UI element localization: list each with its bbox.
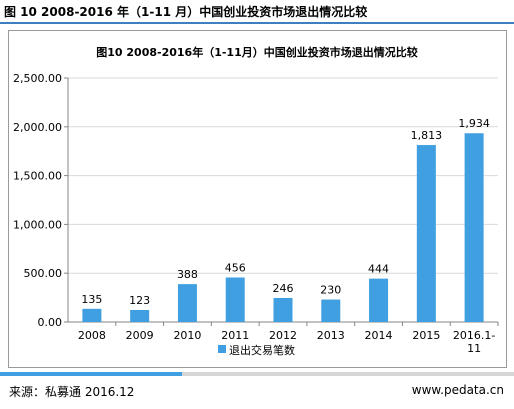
bar <box>130 309 150 322</box>
bar <box>416 145 436 322</box>
data-label: 444 <box>368 263 389 276</box>
website-link[interactable]: www.pedata.cn <box>411 383 504 397</box>
data-label: 456 <box>225 261 246 274</box>
bar <box>321 299 341 322</box>
x-tick-label: 2012 <box>269 329 297 342</box>
header-rule <box>0 22 514 24</box>
legend-swatch <box>218 345 226 353</box>
x-tick-label: 2016.1-11 <box>453 329 495 355</box>
x-tick-label: 2013 <box>317 329 345 342</box>
x-tick-label: 2010 <box>173 329 201 342</box>
x-tick-label: 2014 <box>365 329 393 342</box>
bar <box>464 133 484 322</box>
bar <box>177 284 197 322</box>
y-tick-label: 500.00 <box>24 267 63 280</box>
data-label: 246 <box>273 282 294 295</box>
data-label: 123 <box>129 294 150 307</box>
data-label: 230 <box>320 284 341 297</box>
footer-divider-accent <box>0 372 182 376</box>
y-tick-label: 2,000.00 <box>13 121 62 134</box>
bar <box>225 277 245 322</box>
footer-divider <box>0 372 514 376</box>
y-tick-label: 1,000.00 <box>13 218 62 231</box>
bar <box>273 297 293 322</box>
data-label: 388 <box>177 268 198 281</box>
bar <box>369 278 389 322</box>
legend-label: 退出交易笔数 <box>229 343 295 357</box>
y-tick-label: 0.00 <box>38 316 63 329</box>
data-label: 1,813 <box>411 129 443 142</box>
bar <box>82 308 102 322</box>
data-label: 1,934 <box>458 117 490 130</box>
x-tick-label: 2015 <box>412 329 440 342</box>
x-tick-label: 2011 <box>221 329 249 342</box>
x-tick-label: 2009 <box>126 329 154 342</box>
y-tick-label: 1,500.00 <box>13 170 62 183</box>
data-label: 135 <box>81 293 102 306</box>
y-tick-label: 2,500.00 <box>13 72 62 85</box>
x-tick-label: 2008 <box>78 329 106 342</box>
chart-title: 图10 2008-2016年（1-11月）中国创业投资市场退出情况比较 <box>96 46 418 59</box>
source-note: 来源：私募通 2016.12 <box>9 385 135 399</box>
page-title: 图 10 2008-2016 年（1-11 月）中国创业投资市场退出情况比较 <box>4 5 368 19</box>
